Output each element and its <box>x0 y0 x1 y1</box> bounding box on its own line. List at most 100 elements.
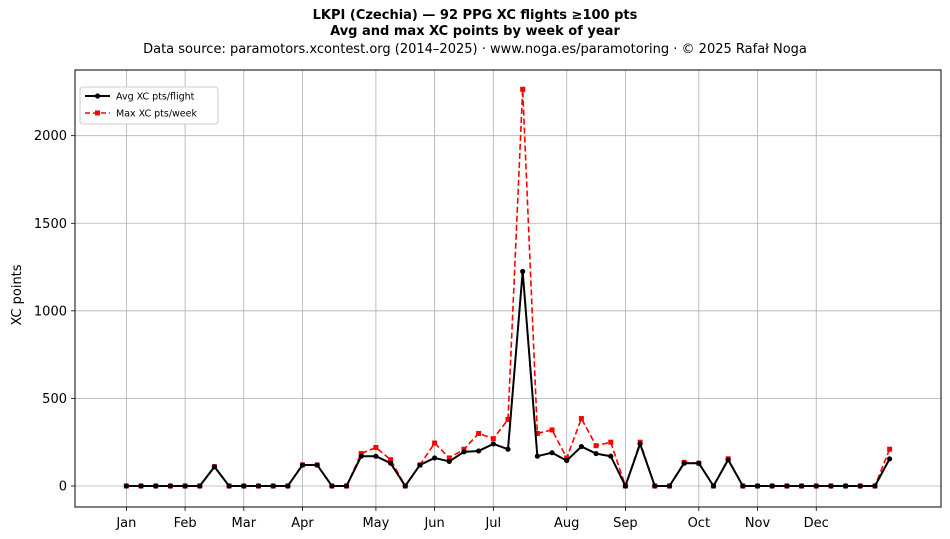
avg-data-point <box>461 449 467 455</box>
avg-data-point <box>285 483 291 489</box>
max-data-point <box>593 443 599 449</box>
max-data-point <box>578 416 584 422</box>
avg-data-point <box>740 483 746 489</box>
chart-subtitle: Avg and max XC points by week of year <box>330 24 620 39</box>
x-tick-label: Nov <box>745 516 771 531</box>
series-layer <box>123 86 893 489</box>
avg-data-point <box>666 483 673 489</box>
x-tick-label: Apr <box>291 516 314 531</box>
y-axis-label: XC points <box>10 264 25 325</box>
avg-data-point <box>226 483 232 489</box>
max-data-point <box>476 430 482 436</box>
avg-data-point <box>725 457 731 463</box>
avg-data-point <box>828 483 834 489</box>
avg-data-point <box>637 441 643 447</box>
x-tick-label: Sep <box>613 516 638 531</box>
chart-title: LKPI (Czechia) — 92 PPG XC flights ≥100 … <box>312 8 638 23</box>
avg-data-point <box>270 483 276 489</box>
avg-data-point <box>432 455 438 461</box>
avg-data-point <box>197 483 203 489</box>
avg-data-point <box>593 450 599 457</box>
avg-data-point <box>520 268 526 275</box>
legend-max-marker <box>95 110 100 116</box>
x-tick-label: Jul <box>484 516 501 531</box>
avg-data-point <box>167 483 174 489</box>
max-data-point <box>373 444 379 450</box>
avg-data-point <box>578 443 584 450</box>
max-data-point <box>388 457 394 463</box>
y-tick-label: 500 <box>42 392 67 407</box>
y-tick-label: 1000 <box>34 304 67 319</box>
avg-data-point <box>329 483 335 489</box>
avg-data-point <box>153 483 159 489</box>
avg-data-point <box>872 483 878 489</box>
avg-data-point <box>784 483 790 489</box>
max-data-point <box>446 455 452 461</box>
avg-data-point <box>754 483 761 489</box>
legend-frame <box>79 86 219 125</box>
legend-avg-marker <box>94 93 101 99</box>
avg-series-line <box>126 270 891 487</box>
avg-data-point <box>857 483 863 489</box>
avg-data-point <box>534 453 540 459</box>
avg-data-point <box>798 483 805 489</box>
chart-source-note: Data source: paramotors.xcontest.org (20… <box>143 42 807 57</box>
avg-data-point <box>138 483 144 489</box>
grid-lines <box>75 70 941 507</box>
max-data-point <box>887 446 893 452</box>
avg-data-point <box>241 483 247 489</box>
max-data-point <box>461 446 467 452</box>
avg-data-point <box>769 483 775 489</box>
avg-data-point <box>417 462 423 468</box>
legend-max-label: Max XC pts/week <box>116 109 197 120</box>
max-data-point <box>520 86 526 92</box>
x-tick-label: Mar <box>232 516 257 531</box>
avg-data-point <box>564 457 570 464</box>
max-data-point <box>608 439 614 445</box>
avg-data-point <box>373 453 379 459</box>
avg-data-point <box>314 462 320 468</box>
max-data-point <box>358 451 364 457</box>
avg-data-point <box>652 483 658 489</box>
x-tick-label: Feb <box>174 516 197 531</box>
avg-data-point <box>710 483 717 489</box>
avg-data-point <box>402 483 408 489</box>
avg-data-point <box>255 483 262 489</box>
x-tick-label: Dec <box>804 516 829 531</box>
avg-data-point <box>549 450 555 456</box>
plot-frame <box>74 69 942 508</box>
axis-ticks: Jan Feb Mar Apr May Jun Jul Aug Sep Oct Nov Dec 0 500… <box>34 129 829 531</box>
max-data-point <box>534 430 540 436</box>
avg-data-point <box>446 458 452 465</box>
avg-data-point <box>387 460 394 466</box>
avg-data-point <box>182 483 188 489</box>
avg-data-point <box>299 462 306 468</box>
avg-data-point <box>358 453 364 459</box>
x-tick-label: Aug <box>554 516 579 531</box>
avg-data-point <box>842 483 849 489</box>
y-tick-label: 1500 <box>34 217 67 232</box>
avg-data-point <box>622 483 629 489</box>
max-data-point <box>490 436 496 442</box>
legend[interactable]: Avg XC pts/flight Max XC pts/week <box>79 86 219 125</box>
avg-data-point <box>490 441 496 447</box>
avg-data-point <box>211 464 218 470</box>
avg-data-point <box>681 460 687 466</box>
avg-data-point <box>887 456 893 462</box>
y-tick-label: 0 <box>59 479 67 494</box>
max-data-point <box>432 440 438 446</box>
max-data-point <box>564 455 570 461</box>
avg-data-point <box>476 448 482 454</box>
legend-avg-label: Avg XC pts/flight <box>116 92 195 103</box>
avg-data-point <box>608 453 614 459</box>
avg-data-point <box>813 483 819 489</box>
avg-data-point <box>696 460 702 466</box>
x-tick-label: May <box>362 516 389 531</box>
avg-data-point <box>505 446 511 452</box>
max-data-point <box>549 427 555 433</box>
max-data-point <box>505 416 511 422</box>
avg-data-point <box>343 483 350 489</box>
max-series-line <box>126 88 891 487</box>
y-tick-label: 2000 <box>34 129 67 144</box>
